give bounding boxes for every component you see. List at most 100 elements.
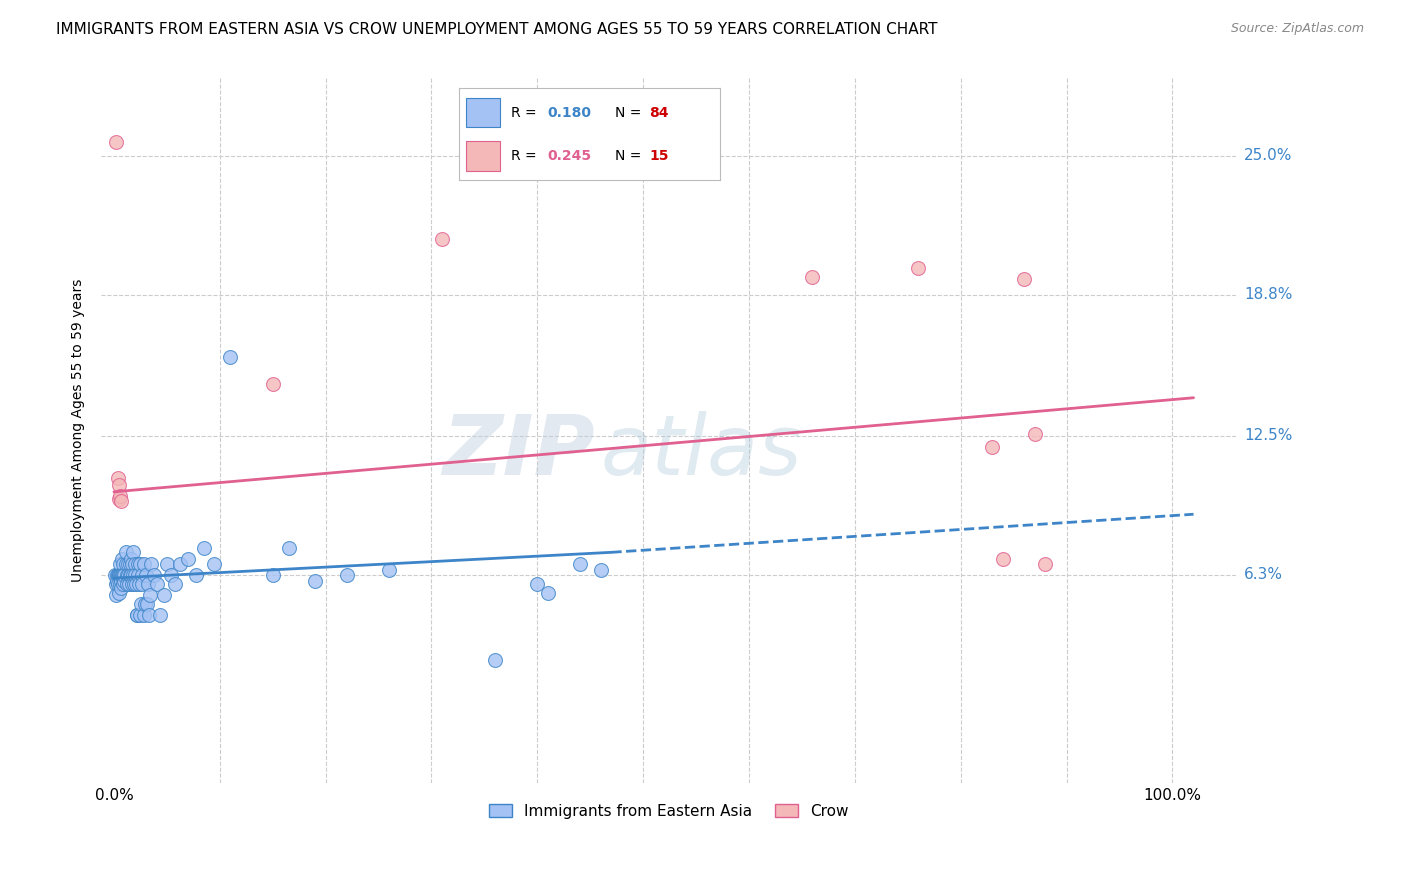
Point: [127, 567, 149, 582]
Text: 12.5%: 12.5%: [1244, 428, 1292, 443]
Point: [110, 567, 132, 582]
Point: [304, 574, 326, 589]
Point: [139, 557, 162, 571]
Point: [568, 557, 591, 571]
Point: [107, 567, 129, 582]
Point: [430, 232, 453, 246]
Point: [107, 471, 129, 485]
Text: IMMIGRANTS FROM EASTERN ASIA VS CROW UNEMPLOYMENT AMONG AGES 55 TO 59 YEARS CORR: IMMIGRANTS FROM EASTERN ASIA VS CROW UNE…: [56, 22, 938, 37]
Point: [108, 567, 131, 582]
Point: [108, 478, 131, 492]
Point: [981, 440, 1004, 454]
Point: [160, 567, 183, 582]
Point: [131, 567, 153, 582]
Point: [110, 581, 132, 595]
Point: [110, 574, 132, 589]
Point: [105, 576, 128, 591]
Point: [129, 557, 152, 571]
Point: [112, 557, 135, 571]
Point: [136, 576, 159, 591]
Point: [120, 567, 142, 582]
Point: [186, 567, 208, 582]
Point: [138, 608, 160, 623]
Point: [105, 136, 128, 150]
Text: 18.8%: 18.8%: [1244, 287, 1292, 302]
Text: 25.0%: 25.0%: [1244, 148, 1292, 163]
Point: [177, 552, 200, 566]
Point: [120, 552, 142, 566]
Legend: Immigrants from Eastern Asia, Crow: Immigrants from Eastern Asia, Crow: [482, 797, 855, 825]
Point: [117, 567, 139, 582]
Text: ZIP: ZIP: [441, 411, 595, 491]
Point: [127, 557, 149, 571]
Point: [124, 567, 146, 582]
Point: [134, 597, 156, 611]
Point: [114, 567, 136, 582]
Point: [378, 563, 401, 577]
Point: [336, 567, 359, 582]
Point: [122, 576, 145, 591]
Point: [114, 574, 136, 589]
Point: [143, 567, 166, 582]
Point: [121, 576, 143, 591]
Point: [118, 576, 141, 591]
Point: [114, 557, 136, 571]
Point: [135, 597, 157, 611]
Point: [135, 567, 157, 582]
Point: [131, 576, 153, 591]
Text: Source: ZipAtlas.com: Source: ZipAtlas.com: [1230, 22, 1364, 36]
Point: [105, 567, 128, 582]
Point: [262, 567, 284, 582]
Point: [526, 576, 548, 591]
Point: [537, 585, 560, 599]
Y-axis label: Unemployment Among Ages 55 to 59 years: Unemployment Among Ages 55 to 59 years: [72, 278, 86, 582]
Point: [1033, 557, 1056, 571]
Point: [125, 576, 148, 591]
Point: [108, 491, 131, 506]
Point: [121, 557, 143, 571]
Point: [110, 489, 132, 503]
Point: [149, 608, 172, 623]
Point: [118, 567, 141, 582]
Point: [139, 588, 162, 602]
Point: [108, 585, 131, 599]
Point: [204, 557, 226, 571]
Point: [127, 608, 149, 623]
Point: [112, 567, 135, 582]
Point: [1024, 426, 1046, 441]
Text: atlas: atlas: [600, 411, 801, 491]
Point: [132, 608, 155, 623]
Point: [129, 608, 152, 623]
Point: [156, 557, 179, 571]
Point: [118, 557, 141, 571]
Point: [117, 557, 139, 571]
Point: [907, 260, 929, 275]
Point: [131, 597, 153, 611]
Point: [262, 377, 284, 392]
Point: [484, 653, 506, 667]
Point: [110, 493, 132, 508]
Point: [114, 545, 136, 559]
Point: [132, 557, 155, 571]
Point: [124, 557, 146, 571]
Point: [219, 351, 242, 365]
Point: [112, 576, 135, 591]
Point: [115, 567, 138, 582]
Point: [589, 563, 612, 577]
Point: [991, 552, 1014, 566]
Point: [111, 552, 134, 566]
Point: [105, 574, 128, 589]
Point: [165, 576, 187, 591]
Point: [193, 541, 215, 555]
Point: [107, 576, 129, 591]
Point: [110, 557, 132, 571]
Point: [277, 541, 299, 555]
Point: [122, 545, 145, 559]
Point: [169, 557, 191, 571]
Point: [108, 567, 131, 582]
Point: [128, 576, 150, 591]
Point: [152, 588, 174, 602]
Point: [105, 588, 128, 602]
Point: [122, 567, 145, 582]
Point: [146, 576, 169, 591]
